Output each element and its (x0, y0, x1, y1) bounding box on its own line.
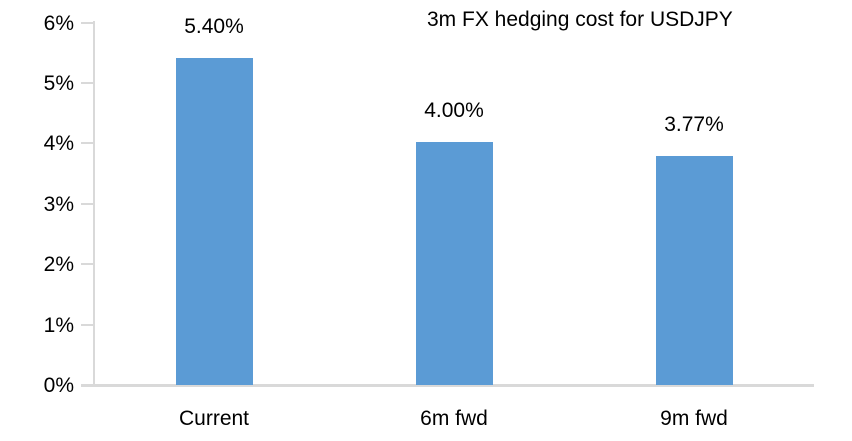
bar-value-label: 3.77% (664, 113, 724, 137)
bar (655, 156, 733, 385)
x-axis-category-label: 6m fwd (420, 407, 488, 430)
y-axis-tick-mark (81, 142, 93, 145)
y-axis-tick-label: 6% (43, 11, 74, 35)
y-axis-tick-label: 5% (43, 71, 74, 95)
y-axis-tick-mark (81, 21, 93, 24)
y-axis-tick-mark (81, 81, 93, 84)
y-axis-tick-label: 0% (43, 374, 74, 397)
y-axis-tick-label: 4% (43, 132, 74, 156)
chart-title: 3m FX hedging cost for USDJPY (427, 8, 733, 31)
bar-value-label: 4.00% (424, 99, 484, 123)
bar (175, 57, 253, 385)
x-axis-category-label: Current (178, 407, 250, 430)
y-axis-tick-mark (81, 323, 93, 326)
y-axis-tick-mark (81, 263, 93, 266)
y-axis-tick-label: 1% (43, 313, 74, 337)
y-axis-line (93, 20, 95, 387)
y-axis-tick-label: 2% (43, 253, 74, 277)
bar (415, 142, 493, 385)
y-axis-tick-label: 3% (43, 192, 74, 216)
y-axis-tick-mark (81, 202, 93, 205)
bar-value-label: 5.40% (184, 14, 244, 38)
x-axis-line (81, 384, 814, 387)
x-axis-category-label: 9m fwd (660, 407, 728, 430)
